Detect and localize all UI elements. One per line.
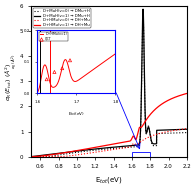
Y-axis label: $\sigma_R(E_{tot})$ ($\AA^2$): $\sigma_R(E_{tot})$ ($\AA^2$) xyxy=(4,62,14,101)
Bar xyxy=(132,152,150,157)
Legend: D+MuH(v=0) → DMu+H, D+MuH(v=1) → DMu+H, D+HMu(v=0) → DH+Mu, D+HMu(v=1) → DH+Mu: D+MuH(v=0) → DMu+H, D+MuH(v=1) → DMu+H, … xyxy=(33,8,91,28)
X-axis label: E$_{tot}$(eV): E$_{tot}$(eV) xyxy=(95,175,123,185)
